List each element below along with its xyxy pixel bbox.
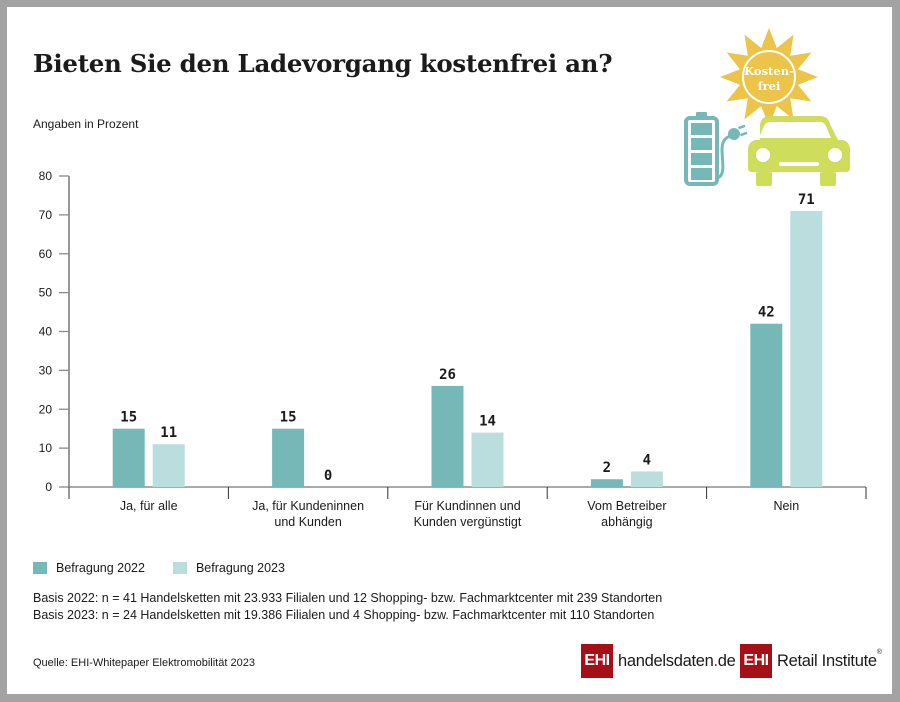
y-tick-label: 20 — [39, 402, 53, 416]
car-icon — [748, 116, 850, 186]
basis-notes: Basis 2022: n = 41 Handelsketten mit 23.… — [33, 590, 662, 624]
axes — [59, 175, 867, 499]
data-label: 15 — [120, 410, 137, 426]
data-label: 4 — [643, 452, 651, 468]
y-tick-label: 80 — [39, 169, 53, 183]
y-tick-label: 10 — [39, 441, 53, 455]
chart-card: Bieten Sie den Ladevorgang kostenfrei an… — [7, 7, 892, 694]
basis-2022-note: Basis 2022: n = 41 Handelsketten mit 23.… — [33, 591, 663, 605]
handelsdaten-main: handelsdaten — [618, 651, 714, 670]
y-tick-label: 30 — [39, 363, 53, 377]
bar-befragung-2022 — [272, 428, 305, 487]
bar-befragung-2022 — [590, 479, 623, 487]
y-tick-label: 50 — [39, 286, 53, 300]
plug-icon — [716, 124, 748, 180]
data-label: 71 — [798, 192, 815, 208]
ehi-retail-institute-logo[interactable]: EHI Retail Institute® — [740, 644, 882, 678]
battery-icon — [684, 112, 719, 186]
x-category-label: Ja, für Kundeninnen — [252, 499, 364, 513]
x-category-label: Für Kundinnen und — [414, 499, 520, 513]
data-label: 26 — [439, 367, 456, 383]
legend: Befragung 2022 Befragung 2023 — [33, 561, 285, 575]
x-category-label: Nein — [773, 499, 799, 513]
bars — [112, 210, 823, 488]
data-label: 14 — [479, 414, 496, 430]
y-tick-label: 40 — [39, 325, 53, 339]
legend-swatch-2022 — [33, 562, 47, 574]
data-label: 0 — [324, 468, 332, 484]
data-label: 2 — [603, 460, 611, 476]
handelsdaten-logo[interactable]: EHI handelsdaten.de — [581, 644, 736, 678]
bar-befragung-2023 — [152, 444, 185, 487]
data-label: 11 — [160, 425, 177, 441]
bar-befragung-2023 — [630, 471, 663, 487]
retail-institute-name: Retail Institute — [777, 651, 877, 670]
x-category-label: Vom Betreiber — [587, 499, 666, 513]
chart-subtitle: Angaben in Prozent — [33, 117, 139, 131]
legend-label-2023: Befragung 2023 — [195, 561, 285, 575]
chart-title: Bieten Sie den Ladevorgang kostenfrei an… — [33, 49, 613, 78]
bar-befragung-2023 — [790, 210, 823, 488]
source-note: Quelle: EHI-Whitepaper Elektromobilität … — [33, 657, 255, 669]
sun-badge-circle — [742, 50, 796, 104]
y-tick-label: 0 — [45, 480, 52, 494]
badge-text-line1: Kosten- — [744, 64, 794, 78]
legend-item-2023: Befragung 2023 — [172, 561, 285, 575]
basis-2023-note: Basis 2023: n = 24 Handelsketten mit 19.… — [33, 608, 655, 622]
bar-befragung-2022 — [112, 428, 145, 487]
legend-swatch-2023 — [172, 562, 187, 574]
x-category-label: abhängig — [601, 515, 652, 529]
handelsdaten-text: handelsdaten.de — [618, 652, 736, 671]
bar-befragung-2022 — [750, 323, 783, 487]
bar-befragung-2022 — [431, 385, 464, 487]
handelsdaten-dot: . — [713, 651, 719, 670]
legend-label-2022: Befragung 2022 — [56, 561, 145, 575]
retail-institute-text: Retail Institute® — [777, 648, 882, 671]
data-label: 42 — [758, 305, 775, 321]
sun-icon: Kosten-frei — [720, 28, 818, 126]
registered-mark: ® — [876, 648, 882, 656]
legend-item-2022: Befragung 2022 — [33, 561, 145, 575]
bar-befragung-2023 — [471, 432, 504, 487]
x-category-label: und Kunden — [274, 515, 341, 529]
x-category-label: Ja, für alle — [120, 499, 178, 513]
handelsdaten-tld: de — [717, 651, 736, 670]
badge-text-line2: frei — [758, 79, 781, 93]
x-category-label: Kunden vergünstigt — [414, 515, 522, 529]
labels: 0 10 20 30 40 50 60 70 80 15 11 Ja, für alle 15 0 Ja, … — [39, 169, 815, 529]
ehi-logo-box: EHI — [740, 644, 772, 678]
y-tick-label: 60 — [39, 247, 53, 261]
y-tick-label: 70 — [39, 208, 53, 222]
ehi-logo-box: EHI — [581, 644, 613, 678]
data-label: 15 — [280, 410, 297, 426]
